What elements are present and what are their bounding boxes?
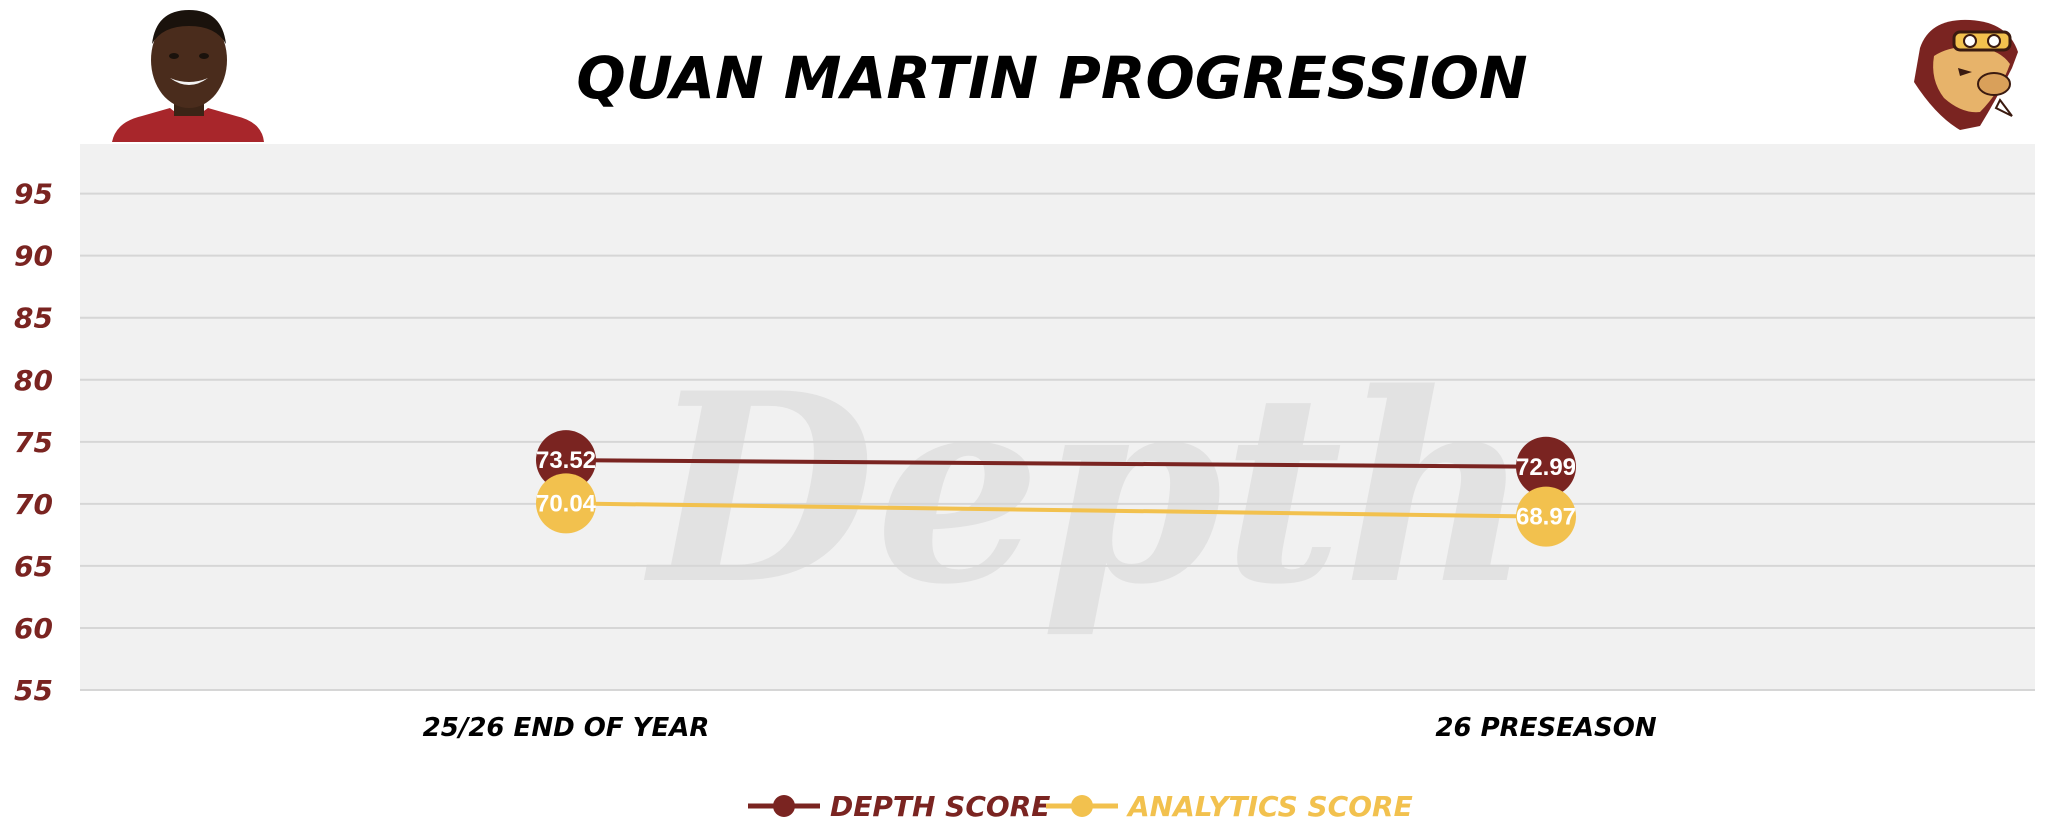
hog-mascot-logo-icon (1914, 19, 2018, 130)
analytics-score-data-label: 70.04 (536, 490, 597, 517)
y-tick-label: 80 (14, 364, 53, 397)
x-axis-ticks: 25/26 END OF YEAR 26 PRESEASON (423, 713, 1657, 743)
series-lines (565, 458, 1547, 519)
depth-score-legend-label: DEPTH SCORE (830, 790, 1050, 823)
legend: DEPTH SCORE ANALYTICS SCORE (748, 790, 1413, 823)
y-axis-ticks: 55 60 65 70 75 80 85 90 95 (14, 178, 53, 707)
analytics-score-line (565, 501, 1547, 519)
analytics-score-data-label: 68.97 (1516, 504, 1576, 531)
y-tick-label: 65 (14, 550, 53, 583)
depth-score-point (1516, 436, 1576, 497)
depth-score-legend-marker (773, 795, 795, 817)
watermark: Depth (642, 337, 1532, 642)
y-tick-label: 60 (14, 612, 53, 645)
analytics-score-point (536, 473, 596, 534)
y-tick-label: 70 (14, 488, 53, 521)
depth-score-point (536, 430, 596, 491)
y-tick-label: 85 (14, 302, 53, 335)
y-tick-label: 55 (14, 674, 53, 707)
y-tick-label: 95 (14, 178, 53, 211)
chart-title: QUAN MARTIN PROGRESSION (576, 44, 1527, 112)
x-tick-label: 25/26 END OF YEAR (423, 713, 710, 743)
y-tick-label: 90 (14, 240, 53, 273)
gridlines (80, 192, 2035, 691)
analytics-score-legend-marker (1071, 795, 1093, 817)
watermark-text: Depth (642, 337, 1532, 642)
x-tick-label: 26 PRESEASON (1435, 713, 1657, 743)
analytics-score-point (1516, 486, 1576, 547)
series-points: 73.52 72.99 70.04 68.97 (536, 430, 1576, 547)
depth-score-data-label: 72.99 (1516, 454, 1576, 481)
player-headshot-icon (112, 10, 264, 142)
depth-score-line (565, 458, 1547, 469)
plot-area (80, 144, 2035, 690)
depth-score-data-label: 73.52 (536, 447, 596, 474)
y-tick-label: 75 (14, 426, 53, 459)
analytics-score-legend-label: ANALYTICS SCORE (1126, 790, 1413, 823)
